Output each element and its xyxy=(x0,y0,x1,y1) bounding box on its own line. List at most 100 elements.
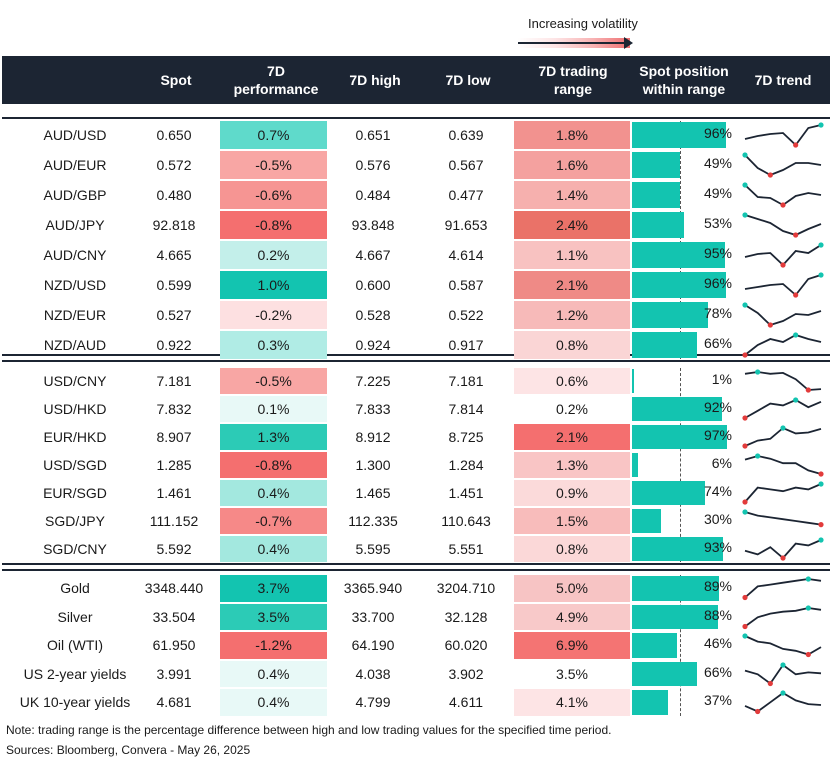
performance-value: 0.7% xyxy=(220,121,327,149)
trend-sparkline xyxy=(742,182,822,208)
trend-high-marker xyxy=(742,182,748,188)
position-value: 49% xyxy=(703,185,732,201)
position-value: 96% xyxy=(703,125,732,141)
instrument-name: NZD/EUR xyxy=(43,307,107,323)
note-text: Note: trading range is the percentage di… xyxy=(6,723,612,737)
position-value: 93% xyxy=(703,539,732,555)
trend-high-marker xyxy=(742,302,748,308)
instrument-name: Silver xyxy=(57,608,93,625)
trend-low-marker xyxy=(780,555,786,561)
header-position: Spot position within range xyxy=(639,63,729,97)
low-value: 5.551 xyxy=(448,541,484,557)
trend-sparkline xyxy=(744,537,824,561)
position-value: 92% xyxy=(703,399,732,415)
trend-low-marker xyxy=(780,202,786,208)
header-high: 7D high xyxy=(349,72,401,88)
section-divider xyxy=(2,117,830,119)
spot-value: 0.480 xyxy=(156,187,192,203)
range-value: 2.1% xyxy=(514,271,630,299)
position-value: 95% xyxy=(703,245,732,261)
range-value: 3.5% xyxy=(514,660,630,687)
instrument-name: US 2-year yields xyxy=(23,665,127,682)
trend-high-marker xyxy=(780,425,786,431)
range-value: 0.9% xyxy=(514,480,630,506)
position-bar xyxy=(632,633,678,658)
low-value: 0.587 xyxy=(448,277,484,293)
instrument-name: Gold xyxy=(60,580,90,597)
position-bar xyxy=(632,481,705,505)
header-trend: 7D trend xyxy=(754,72,812,88)
spot-value: 0.572 xyxy=(156,157,192,173)
position-value: 46% xyxy=(703,635,732,652)
trend-low-marker xyxy=(818,471,824,477)
low-value: 1.451 xyxy=(448,485,484,501)
position-bar xyxy=(632,604,719,629)
range-midline xyxy=(680,121,681,359)
section-divider xyxy=(2,563,830,565)
position-bar xyxy=(632,453,638,477)
low-value: 7.181 xyxy=(448,373,484,389)
trend-low-marker xyxy=(767,322,773,328)
trend-high-marker xyxy=(818,481,824,487)
low-value: 0.917 xyxy=(448,337,484,353)
instrument-name: USD/CNY xyxy=(43,373,107,389)
position-value: 66% xyxy=(703,663,732,680)
high-value: 0.651 xyxy=(355,127,391,143)
spot-value: 0.650 xyxy=(156,127,192,143)
range-value: 5.0% xyxy=(514,575,630,602)
range-value: 1.1% xyxy=(514,241,630,269)
position-value: 6% xyxy=(711,455,732,471)
trend-high-marker xyxy=(793,332,799,338)
low-value: 3.902 xyxy=(448,665,484,682)
trend-low-marker xyxy=(742,499,748,505)
low-value: 4.611 xyxy=(449,694,483,711)
range-value: 2.4% xyxy=(514,211,630,239)
range-value: 0.8% xyxy=(514,331,630,359)
position-bar xyxy=(632,122,727,148)
position-value: 53% xyxy=(703,215,732,231)
position-bar xyxy=(632,537,724,561)
trend-high-marker xyxy=(793,397,799,403)
header-range: 7D trading range xyxy=(538,63,608,97)
trend-line xyxy=(744,691,822,713)
range-midline xyxy=(680,368,681,562)
high-value: 4.038 xyxy=(355,665,391,682)
performance-value: 0.4% xyxy=(220,660,327,687)
position-value: 49% xyxy=(703,155,732,171)
trend-line xyxy=(744,663,822,685)
position-bar xyxy=(632,272,727,298)
trend-high-marker xyxy=(818,272,824,278)
performance-value: 0.4% xyxy=(220,689,327,716)
trend-low-marker xyxy=(793,232,799,238)
low-value: 60.020 xyxy=(444,637,488,654)
position-bar xyxy=(632,152,681,178)
high-value: 64.190 xyxy=(351,637,395,654)
low-value: 4.614 xyxy=(448,247,484,263)
trend-low-marker xyxy=(767,172,773,178)
spot-value: 111.152 xyxy=(149,513,199,529)
range-value: 4.9% xyxy=(514,603,630,630)
high-value: 5.595 xyxy=(355,541,391,557)
trend-line xyxy=(744,398,822,419)
performance-value: 0.1% xyxy=(220,396,327,422)
volatility-legend: Increasing volatility xyxy=(518,10,638,50)
spot-value: 4.681 xyxy=(156,694,192,711)
range-value: 0.8% xyxy=(514,536,630,562)
trend-line xyxy=(744,635,822,656)
trend-high-marker xyxy=(742,212,748,218)
sources-text: Sources: Bloomberg, Convera - May 26, 20… xyxy=(6,743,251,757)
position-bar xyxy=(632,690,669,715)
trend-line xyxy=(744,334,822,356)
trend-line xyxy=(744,244,822,267)
low-value: 110.643 xyxy=(441,513,491,529)
trend-low-marker xyxy=(767,680,773,686)
trend-sparkline xyxy=(742,604,822,629)
trend-sparkline xyxy=(742,576,822,601)
legend-label: Increasing volatility xyxy=(528,16,638,31)
range-value: 4.1% xyxy=(514,689,630,716)
performance-value: -0.2% xyxy=(220,301,327,329)
performance-value: 0.4% xyxy=(220,536,327,562)
position-value: 74% xyxy=(703,483,732,499)
range-value: 0.6% xyxy=(514,368,630,394)
position-bar xyxy=(632,425,728,449)
